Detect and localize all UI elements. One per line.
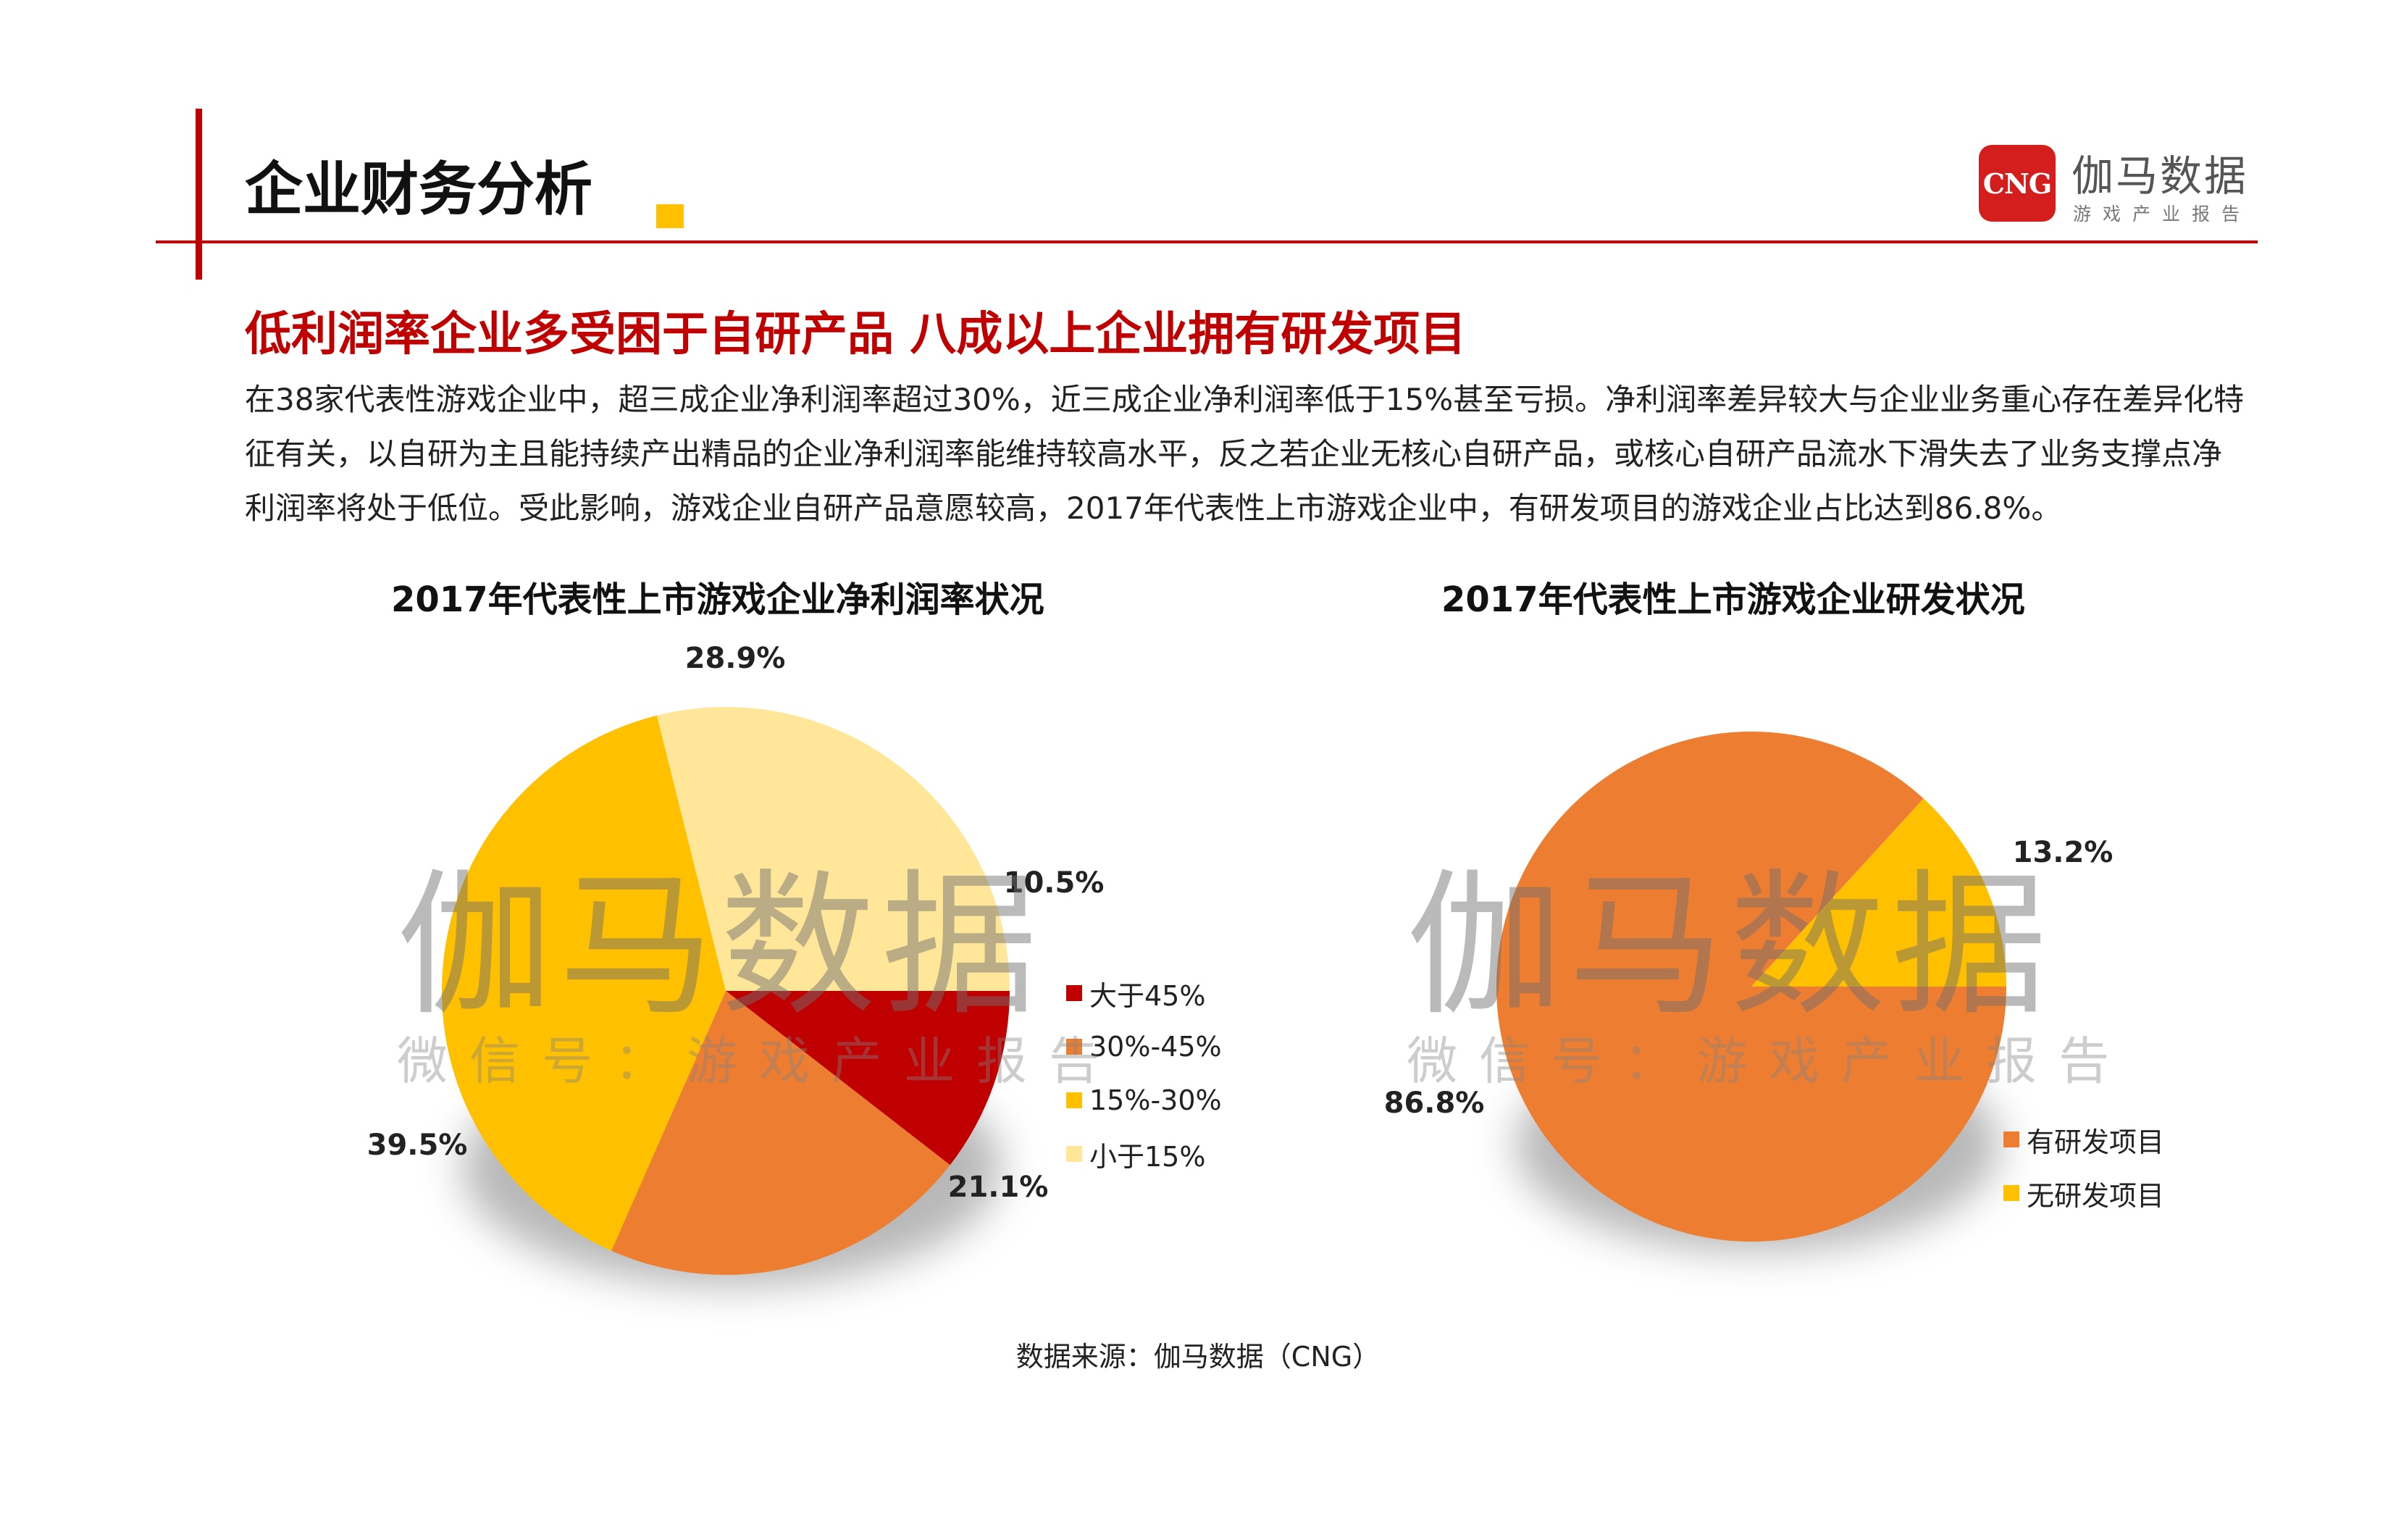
cng-logo: CNG 伽马数据 游戏产业报告 (1979, 145, 2254, 226)
legend-item-lt15: 小于15% (1066, 1127, 1222, 1181)
legend-swatch (1066, 1039, 1082, 1055)
pie-slice-15-30 (441, 715, 726, 1251)
pie-slice-gt45 (726, 991, 1010, 1166)
profit-margin-legend: 大于45% 30%-45% 15%-30% 小于15% (1066, 966, 1222, 1181)
pie-slice-has-rd (1496, 732, 2006, 1242)
legend-label: 30%-45% (1089, 1031, 1222, 1063)
section-headline: 低利润率企业多受困于自研产品 八成以上企业拥有研发项目 (245, 308, 1467, 361)
chart-title-profit-margin: 2017年代表性上市游戏企业净利润率状况 (391, 579, 1044, 620)
legend-label: 15%-30% (1089, 1084, 1222, 1116)
body-paragraph: 在38家代表性游戏企业中，超三成企业净利润率超过30%，近三成企业净利润率低于1… (245, 382, 2245, 526)
legend-label: 无研发项目 (2027, 1179, 2165, 1212)
legend-label: 有研发项目 (2027, 1126, 2165, 1158)
legend-swatch (1066, 1092, 1082, 1108)
logo-name: 伽马数据 (2072, 151, 2249, 201)
rd-status-legend: 有研发项目无研发项目 (2003, 1113, 2164, 1220)
logo-subtitle: 游戏产业报告 (2073, 204, 2252, 225)
legend-item-no-rd: 无研发项目 (2003, 1166, 2164, 1220)
data-source-note: 数据来源：伽马数据（CNG） (1015, 1341, 1381, 1373)
legend-swatch (1066, 985, 1082, 1001)
slice-label-30-45: 21.1% (948, 1171, 1049, 1204)
legend-label: 小于15% (1089, 1140, 1206, 1173)
legend-item-15-30: 15%-30% (1066, 1074, 1222, 1127)
legend-item-gt45: 大于45% (1066, 966, 1222, 1020)
legend-item-has-rd: 有研发项目 (2003, 1113, 2164, 1166)
legend-item-30-45: 30%-45% (1066, 1020, 1222, 1074)
page-title: 企业财务分析 (245, 156, 592, 223)
slice-label-no-rd: 13.2% (2013, 836, 2114, 869)
logo-mark: CNG (1979, 145, 2056, 222)
header-divider (156, 240, 2258, 243)
pie-slice-no-rd (1751, 798, 2006, 987)
slice-label-has-rd: 86.8% (1384, 1087, 1485, 1120)
legend-swatch (2003, 1185, 2019, 1201)
legend-swatch (1066, 1146, 1082, 1162)
pie-slice-30-45 (611, 991, 950, 1276)
header-accent-bar (196, 109, 202, 280)
slice-label-lt15: 28.9% (685, 642, 786, 675)
slice-label-15-30: 39.5% (367, 1129, 468, 1162)
legend-label: 大于45% (1089, 979, 1206, 1012)
pie-slice-lt15 (656, 706, 1010, 991)
slice-label-gt45: 10.5% (1004, 866, 1105, 900)
chart-title-rd-status: 2017年代表性上市游戏企业研发状况 (1441, 579, 2025, 620)
legend-swatch (2003, 1131, 2019, 1147)
title-accent-square (656, 204, 684, 228)
